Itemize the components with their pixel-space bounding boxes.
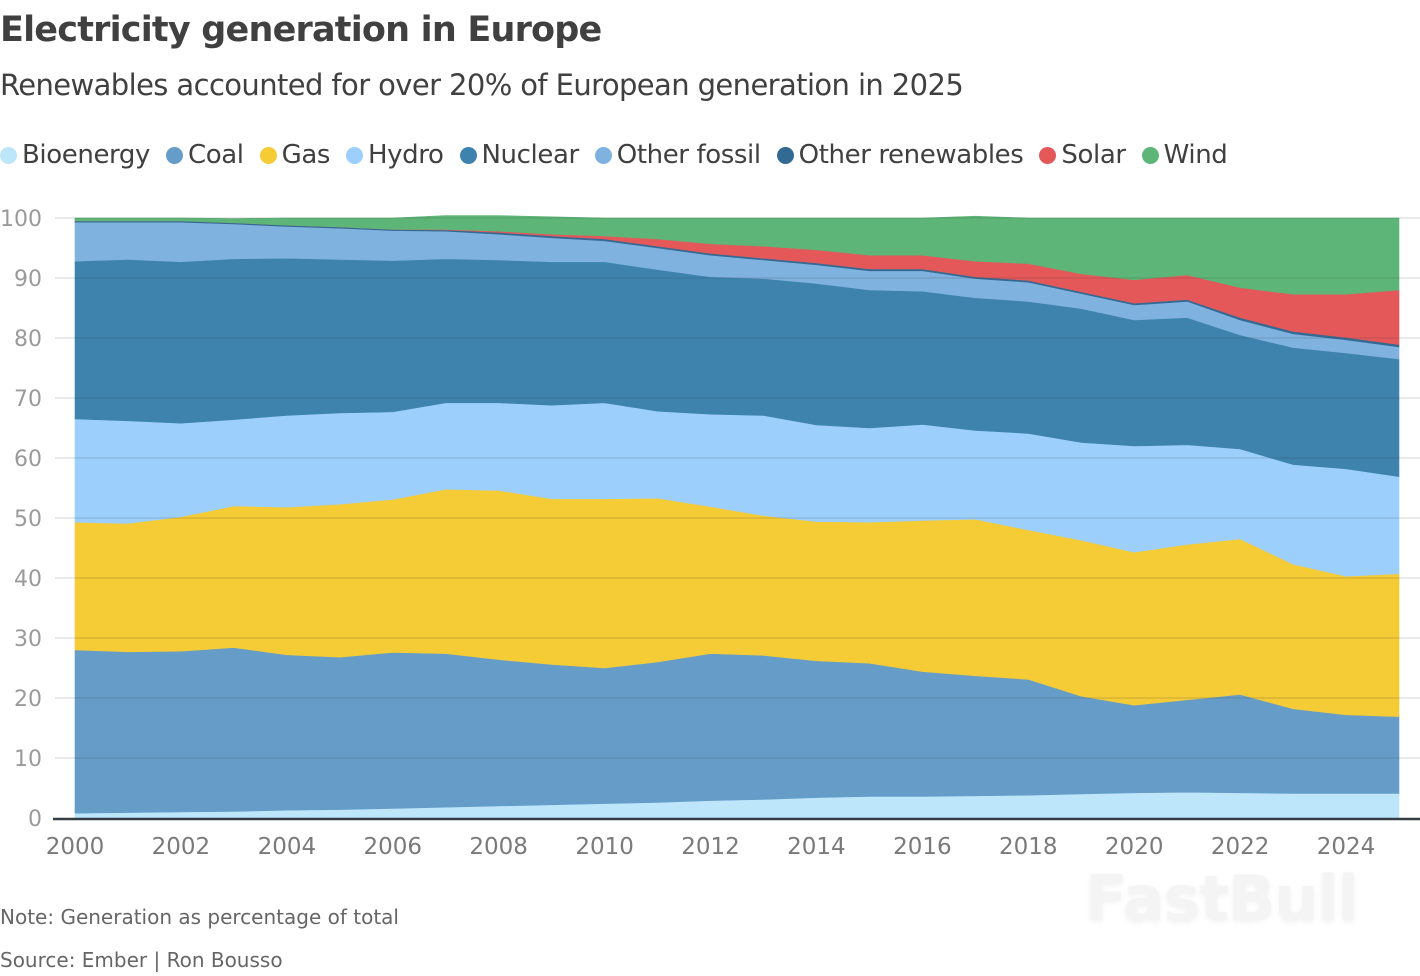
y-axis: 0 10 20 30 40 50 60 70 80 90 100 <box>0 207 42 832</box>
legend-item: Bioenergy <box>0 140 150 170</box>
y-tick-label: 20 <box>14 687 42 712</box>
legend-item: Hydro <box>346 140 444 170</box>
legend-item: Gas <box>259 140 331 170</box>
legend-item: Nuclear <box>459 140 580 170</box>
legend-swatch-icon <box>594 146 612 164</box>
area-wind <box>74 215 1400 295</box>
legend-label: Hydro <box>368 140 444 170</box>
legend-item: Other fossil <box>594 140 761 170</box>
chart-note: Note: Generation as percentage of total <box>0 905 399 929</box>
y-tick-label: 100 <box>0 207 42 232</box>
x-tick-label: 2004 <box>258 834 317 860</box>
legend: Bioenergy Coal Gas Hydro Nuclear Other fossil… <box>0 140 1243 170</box>
x-tick-label: 2024 <box>1317 834 1376 860</box>
legend-label: Nuclear <box>481 140 580 170</box>
legend-label: Bioenergy <box>22 140 150 170</box>
legend-swatch-icon <box>165 146 183 164</box>
legend-swatch-icon <box>1141 146 1159 164</box>
legend-swatch-icon <box>346 146 364 164</box>
x-tick-label: 2022 <box>1211 834 1270 860</box>
y-tick-label: 80 <box>14 327 42 352</box>
legend-swatch-icon <box>0 146 17 164</box>
chart-source: Source: Ember | Ron Bousso <box>0 948 283 972</box>
chart-subtitle: Renewables accounted for over 20% of Eur… <box>0 68 964 102</box>
legend-item: Wind <box>1141 140 1228 170</box>
x-axis: 2000 2002 2004 2006 2008 2010 2012 2014 2016 2018… <box>46 834 1376 860</box>
x-tick-label: 2010 <box>575 834 634 860</box>
x-tick-label: 2012 <box>681 834 740 860</box>
legend-swatch-icon <box>459 146 477 164</box>
x-tick-label: 2006 <box>363 834 422 860</box>
legend-item: Other renewables <box>776 140 1024 170</box>
x-tick-label: 2008 <box>469 834 528 860</box>
legend-item: Solar <box>1039 140 1126 170</box>
y-tick-label: 70 <box>14 387 42 412</box>
x-tick-label: 2002 <box>152 834 211 860</box>
y-tick-label: 40 <box>14 567 42 592</box>
legend-label: Coal <box>187 140 244 170</box>
chart-title: Electricity generation in Europe <box>0 10 602 50</box>
x-tick-label: 2000 <box>46 834 105 860</box>
y-tick-label: 60 <box>14 447 42 472</box>
y-tick-label: 90 <box>14 267 42 292</box>
x-tick-label: 2020 <box>1105 834 1164 860</box>
legend-label: Gas <box>281 140 331 170</box>
y-tick-label: 10 <box>14 747 42 772</box>
legend-label: Solar <box>1061 140 1126 170</box>
area-layers <box>74 215 1400 819</box>
legend-swatch-icon <box>776 146 794 164</box>
gridlines <box>53 217 1420 821</box>
y-tick-label: 50 <box>14 507 42 532</box>
y-tick-label: 0 <box>28 807 42 832</box>
legend-item: Coal <box>165 140 244 170</box>
legend-label: Wind <box>1163 140 1228 170</box>
x-tick-label: 2014 <box>787 834 846 860</box>
legend-swatch-icon <box>1039 146 1057 164</box>
x-tick-label: 2018 <box>999 834 1058 860</box>
watermark-logo: FastBull <box>1085 862 1359 935</box>
y-tick-label: 30 <box>14 627 42 652</box>
x-tick-label: 2016 <box>893 834 952 860</box>
legend-swatch-icon <box>259 146 277 164</box>
legend-label: Other fossil <box>616 140 761 170</box>
legend-label: Other renewables <box>798 140 1024 170</box>
